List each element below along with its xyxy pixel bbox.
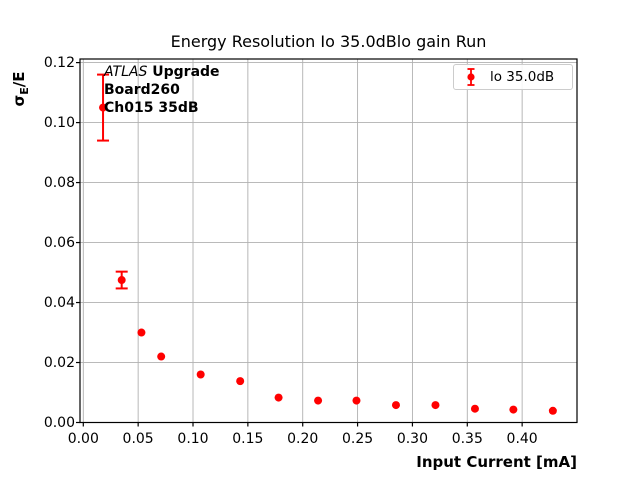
data-point <box>236 377 245 386</box>
data-point <box>314 396 323 405</box>
x-tick-label: 0.40 <box>506 431 538 447</box>
x-axis-label: Input Current [mA] <box>416 453 577 471</box>
atlas-annotation: ATLAS Upgrade Board260 Ch015 35dB <box>104 63 220 117</box>
y-tick-label: 0.10 <box>43 114 75 131</box>
data-point <box>352 396 361 405</box>
data-point <box>274 393 283 402</box>
y-tick-label: 0.00 <box>43 414 75 431</box>
data-point <box>470 404 479 413</box>
x-tick-label: 0.10 <box>177 431 209 447</box>
y-tick-label: 0.04 <box>43 294 75 311</box>
axes-frame <box>79 58 578 424</box>
ylabel-rest: /E <box>10 71 28 88</box>
data-point <box>509 405 518 414</box>
y-tick-label: 0.02 <box>43 354 75 371</box>
data-point <box>391 401 400 410</box>
y-tick-label: 0.06 <box>43 234 75 251</box>
data-point <box>431 401 440 410</box>
y-tick-label: 0.12 <box>43 54 75 71</box>
annotation-line-1: ATLAS Upgrade <box>104 63 220 81</box>
data-point <box>157 352 166 361</box>
atlas-text: ATLAS <box>104 64 148 80</box>
legend-errorbar-icon <box>467 68 475 86</box>
x-tick-label: 0.25 <box>341 431 374 447</box>
x-tick-label: 0.30 <box>396 431 428 447</box>
sigma-symbol: σ <box>10 94 28 107</box>
data-point <box>99 103 108 112</box>
y-axis-label: σE/E <box>10 57 31 121</box>
legend-label: lo 35.0dB <box>490 69 555 85</box>
upgrade-text: Upgrade <box>147 64 220 80</box>
legend: lo 35.0dB <box>453 64 573 90</box>
x-tick-label: 0.35 <box>451 431 483 447</box>
annotation-line-2: Board260 <box>104 82 180 98</box>
x-tick-label: 0.00 <box>67 431 99 447</box>
x-tick-label: 0.15 <box>232 431 264 447</box>
chart-title: Energy Resolution Io 35.0dBlo gain Run <box>170 32 487 51</box>
data-point <box>137 328 146 337</box>
x-tick-label: 0.20 <box>287 431 319 447</box>
x-tick-label: 0.05 <box>122 431 154 447</box>
data-point <box>117 276 126 285</box>
annotation-line-3: Ch015 35dB <box>104 100 199 116</box>
y-tick-label: 0.08 <box>43 174 75 191</box>
data-point <box>196 370 205 379</box>
data-point <box>548 406 557 415</box>
ylabel-subscript: E <box>18 87 31 95</box>
